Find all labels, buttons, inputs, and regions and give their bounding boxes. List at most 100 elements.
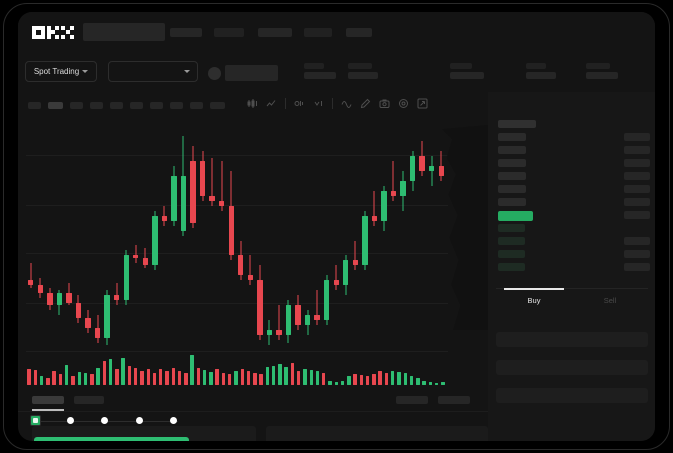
- orders-tab-3[interactable]: [438, 396, 470, 404]
- timeframe-button-2[interactable]: [70, 102, 83, 109]
- wave-icon[interactable]: [339, 96, 354, 111]
- volume-bar: [422, 381, 426, 385]
- place-order-button[interactable]: [34, 437, 189, 441]
- last-price-value: [225, 65, 278, 81]
- top-navigation-bar: [18, 12, 655, 52]
- volume-bar: [359, 375, 364, 385]
- timeframe-button-3[interactable]: [90, 102, 103, 109]
- orderbook-row[interactable]: [498, 185, 650, 198]
- fullscreen-icon[interactable]: [415, 96, 430, 111]
- orderbook-row[interactable]: [498, 198, 650, 211]
- gridline-3: [26, 303, 448, 304]
- order-amount-slider[interactable]: [30, 415, 178, 427]
- volume-bar: [140, 370, 144, 385]
- candle-wick: [335, 265, 337, 291]
- orderbook-row[interactable]: [498, 237, 650, 250]
- orderbook-row[interactable]: [498, 146, 650, 159]
- ticker-stat-value: [450, 71, 484, 79]
- timeframe-button-7[interactable]: [170, 102, 183, 109]
- candle-body: [133, 255, 139, 258]
- candle-body: [285, 305, 292, 336]
- orderbook-row[interactable]: [498, 120, 648, 133]
- orderbook-row[interactable]: [498, 211, 650, 224]
- nav-item-0[interactable]: [170, 28, 202, 37]
- volume-bar: [290, 363, 295, 385]
- line-chart-icon[interactable]: [264, 96, 279, 111]
- ticker-stat-value: [526, 71, 556, 79]
- price-chart-pane[interactable]: [18, 125, 488, 390]
- slider-tick-1[interactable]: [66, 417, 74, 424]
- orderbook-row[interactable]: [498, 133, 650, 146]
- volume-bar: [96, 367, 100, 385]
- order-price-input[interactable]: [496, 332, 648, 347]
- candle-wick: [249, 255, 251, 286]
- orders-panel-right[interactable]: [266, 426, 488, 441]
- market-type-label: Spot Trading: [33, 67, 80, 76]
- ticker-stat-value: [348, 71, 378, 79]
- orderbook-row-price: [498, 237, 525, 245]
- timeframe-button-9[interactable]: [210, 102, 225, 109]
- slider-tick-4[interactable]: [170, 417, 177, 424]
- candlestick-icon[interactable]: [245, 96, 260, 111]
- order-total-input[interactable]: [496, 388, 648, 403]
- timeframe-button-6[interactable]: [150, 102, 163, 109]
- slider-tick-3[interactable]: [135, 417, 143, 424]
- tab-buy[interactable]: Buy: [496, 288, 572, 312]
- candle-wick: [278, 305, 280, 341]
- nav-item-3[interactable]: [304, 28, 332, 37]
- pencil-icon[interactable]: [358, 96, 373, 111]
- orders-tab-2[interactable]: [396, 396, 428, 404]
- candle: [209, 133, 215, 348]
- candle-body: [343, 260, 349, 286]
- orderbook-row[interactable]: [498, 159, 650, 172]
- ticker-stat-value: [586, 71, 618, 79]
- orderbook-rows: [498, 120, 650, 276]
- nav-item-1[interactable]: [214, 28, 244, 37]
- compare-icon[interactable]: [311, 96, 326, 111]
- timeframe-button-5[interactable]: [130, 102, 143, 109]
- market-type-dropdown[interactable]: Spot Trading: [25, 61, 97, 82]
- candle-body: [104, 295, 110, 338]
- okx-logo[interactable]: [32, 26, 75, 39]
- trading-pair-dropdown[interactable]: [108, 61, 198, 82]
- indicator-icon[interactable]: [292, 96, 307, 111]
- candle-body: [266, 330, 273, 336]
- slider-handle-fill: [32, 417, 38, 423]
- orderbook-row[interactable]: [498, 224, 648, 237]
- timeframe-button-4[interactable]: [110, 102, 123, 109]
- candle-body: [381, 190, 387, 221]
- global-search-input[interactable]: [83, 23, 165, 41]
- orderbook-row-size: [624, 159, 650, 167]
- timeframe-button-0[interactable]: [28, 102, 41, 109]
- volume-bar: [108, 358, 113, 385]
- timeframe-button-8[interactable]: [190, 102, 203, 109]
- candle: [266, 133, 273, 348]
- gridline-0: [26, 155, 448, 156]
- logo-letter-k: [46, 26, 60, 39]
- slider-handle[interactable]: [30, 415, 41, 426]
- settings-icon[interactable]: [396, 96, 411, 111]
- orderbook-row[interactable]: [498, 250, 650, 263]
- tab-sell[interactable]: Sell: [572, 289, 648, 312]
- orderbook-row-size: [624, 237, 650, 245]
- candle: [190, 133, 196, 348]
- orders-tab-1[interactable]: [74, 396, 104, 404]
- candle: [85, 133, 91, 348]
- camera-icon[interactable]: [377, 96, 392, 111]
- orders-tab-0[interactable]: [32, 396, 64, 404]
- nav-item-2[interactable]: [258, 28, 292, 37]
- app-screen: Spot Trading: [18, 12, 655, 441]
- volume-bar: [39, 375, 44, 385]
- nav-item-4[interactable]: [346, 28, 372, 37]
- orderbook-row[interactable]: [498, 263, 650, 276]
- tab-sell-label: Sell: [603, 296, 617, 305]
- volume-bar: [184, 373, 188, 385]
- volume-bar: [171, 368, 176, 385]
- slider-tick-2[interactable]: [101, 417, 108, 424]
- order-amount-input[interactable]: [496, 360, 648, 375]
- candle-wick: [221, 160, 223, 211]
- candle: [438, 133, 444, 348]
- timeframe-button-1[interactable]: [48, 102, 63, 109]
- orderbook-row-price: [498, 159, 526, 167]
- orderbook-row[interactable]: [498, 172, 650, 185]
